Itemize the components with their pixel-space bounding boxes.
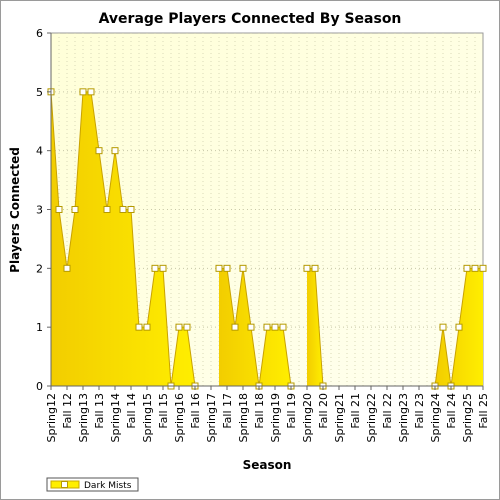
y-tick-label: 3 xyxy=(36,204,43,217)
data-point xyxy=(71,206,79,213)
y-tick-label: 6 xyxy=(36,27,43,40)
x-tick-label: Fall 25 xyxy=(477,393,490,429)
x-tick-label: Fall 20 xyxy=(317,393,330,429)
legend-label-dark-mists: Dark Mists xyxy=(84,481,132,491)
data-point xyxy=(135,323,143,331)
data-point xyxy=(143,323,151,331)
x-tick-label: Spring15 xyxy=(141,393,154,443)
data-point xyxy=(111,147,119,155)
data-point xyxy=(263,323,271,331)
y-tick-label: 5 xyxy=(36,86,43,99)
area-segment xyxy=(219,268,291,386)
data-point xyxy=(183,323,191,331)
y-tick-label: 4 xyxy=(36,145,43,158)
data-point xyxy=(247,323,255,331)
x-tick-label: Fall 21 xyxy=(349,393,362,429)
data-point xyxy=(271,323,279,331)
data-point xyxy=(471,264,479,272)
data-point xyxy=(455,323,463,331)
x-tick-label: Spring19 xyxy=(269,393,282,443)
data-point xyxy=(239,264,247,272)
chart-title: Average Players Connected By Season xyxy=(99,11,402,27)
data-point xyxy=(63,264,71,272)
area-segment xyxy=(307,268,323,386)
x-tick-label: Fall 17 xyxy=(221,393,234,429)
data-point xyxy=(95,147,103,155)
x-tick-label: Spring22 xyxy=(365,393,378,443)
data-point xyxy=(175,323,183,331)
x-tick-label: Spring24 xyxy=(429,393,442,443)
y-axis: 0 1 2 3 4 5 6 xyxy=(36,27,52,393)
legend-marker xyxy=(61,481,68,488)
x-tick-label: Fall 13 xyxy=(93,393,106,429)
y-tick-label: 1 xyxy=(36,321,43,334)
x-tick-label: Spring14 xyxy=(109,393,122,443)
data-point xyxy=(439,323,447,331)
x-tick-label: Spring13 xyxy=(77,393,90,443)
x-tick-label: Spring17 xyxy=(205,393,218,443)
data-point xyxy=(79,88,87,96)
series-line xyxy=(219,267,292,387)
data-point xyxy=(215,264,223,272)
x-tick-label: Fall 23 xyxy=(413,393,426,429)
data-point xyxy=(159,264,167,272)
data-point xyxy=(479,264,487,272)
data-point xyxy=(303,264,311,272)
data-point xyxy=(231,323,239,331)
data-point xyxy=(151,264,159,272)
x-tick-label: Fall 12 xyxy=(61,393,74,429)
y-axis-title: Players Connected xyxy=(8,147,22,273)
x-tick-label: Spring23 xyxy=(397,393,410,443)
y-tick-label: 2 xyxy=(36,262,43,275)
data-point xyxy=(311,264,319,272)
x-tick-label: Spring16 xyxy=(173,393,186,443)
area-segment xyxy=(51,91,195,386)
data-point xyxy=(463,264,471,272)
data-point xyxy=(103,206,111,213)
x-tick-label: Fall 15 xyxy=(157,393,170,429)
legend: Dark Mists xyxy=(46,477,139,492)
data-point xyxy=(55,206,63,213)
x-tick-label: Fall 18 xyxy=(253,393,266,429)
data-point xyxy=(87,88,95,96)
x-tick-label: Spring25 xyxy=(461,393,474,443)
x-tick-label: Fall 24 xyxy=(445,393,458,429)
x-tick-label: Spring20 xyxy=(301,393,314,443)
x-tick-label: Fall 19 xyxy=(285,393,298,429)
x-axis-title: Season xyxy=(243,458,292,472)
y-tick-label: 0 xyxy=(36,380,43,393)
x-tick-label: Fall 16 xyxy=(189,393,202,429)
data-point xyxy=(223,264,231,272)
x-tick-label: Spring18 xyxy=(237,393,250,443)
x-tick-label: Fall 14 xyxy=(125,393,138,429)
data-point xyxy=(119,206,127,213)
x-tick-label: Spring12 xyxy=(45,393,58,443)
x-tick-label: Fall 22 xyxy=(381,393,394,429)
x-tick-label: Spring21 xyxy=(333,393,346,443)
data-point xyxy=(127,206,135,213)
data-point xyxy=(279,323,287,331)
x-axis: Spring12 Fall 12 Spring13 Fall 13 Spring14 Fa… xyxy=(45,385,490,443)
